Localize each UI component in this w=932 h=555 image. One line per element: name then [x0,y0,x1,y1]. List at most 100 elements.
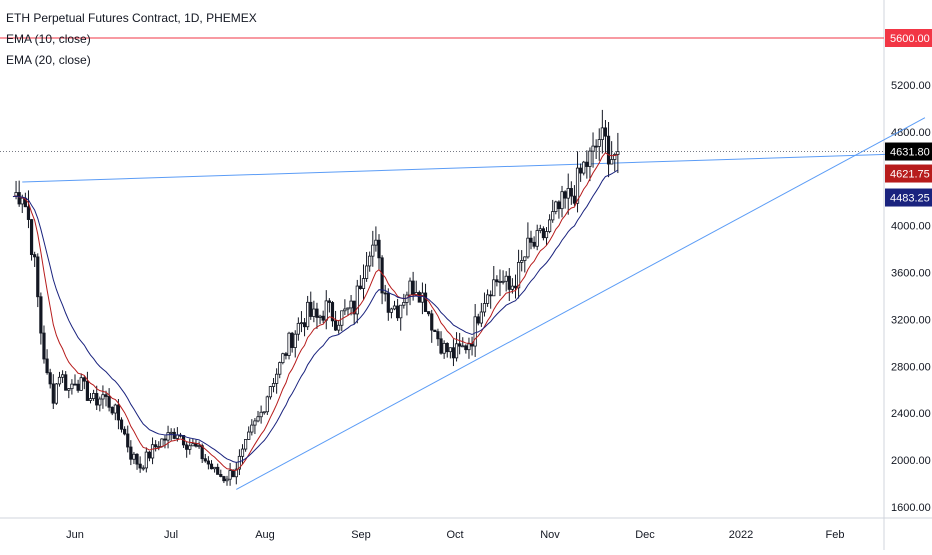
ema20-price-badge-bg[interactable] [885,188,932,207]
candle-body [451,347,456,359]
candle-body [386,292,390,313]
candle-body [98,398,102,406]
y-tick-label: 3600.00 [891,268,931,280]
candle-body [216,466,220,475]
x-tick-label: 2022 [729,529,753,541]
ema10-price-badge-bg[interactable] [885,164,932,183]
candle-body [20,197,24,205]
candle-body [513,285,518,289]
candle-body [417,292,421,303]
candle-body [88,398,93,401]
candle-body [29,219,34,256]
candle-body [343,308,347,312]
x-tick-label: Dec [635,529,655,541]
ema20-price-badge: 4483.25 [890,193,930,205]
candle-body [293,333,297,348]
candle-body [240,448,245,457]
candle-body [582,161,586,174]
candle-body [588,150,592,167]
candle-body [163,438,167,441]
candle-body [45,358,49,374]
ema10-legend[interactable]: EMA (10, close) [6,32,91,46]
candle-body [507,275,511,290]
candle-body [532,241,536,247]
y-tick-label: 2000.00 [891,455,931,467]
trendline-lower[interactable] [236,117,926,490]
candle-body [585,161,589,167]
candle-body [402,302,406,306]
candle-body [197,445,201,448]
candle-body [231,470,235,478]
candle-body [399,304,403,319]
candle-body [225,478,229,482]
candle-body [479,311,483,324]
candle-body [262,411,266,414]
ema10-line[interactable] [12,152,618,471]
candle-body [445,342,449,353]
trendline-upper[interactable] [22,152,925,183]
candle-body [364,265,369,279]
y-tick-label: 4800.00 [891,127,931,139]
candle-body [85,380,90,401]
x-tick-label: Aug [255,529,275,541]
candle-body [473,316,477,347]
candle-body [610,159,614,165]
candle-body [64,374,68,391]
candle-body [191,443,195,447]
candle-body [36,256,40,298]
candle-body [26,206,31,220]
candle-body [219,474,223,477]
candle-body [430,313,434,331]
x-tick-label: Jul [164,529,178,541]
candle-body [569,188,573,197]
ema20-legend[interactable]: EMA (20, close) [6,53,91,67]
candle-body [67,388,71,391]
candle-body [352,300,356,315]
candle-body [374,239,378,246]
candle-body [60,374,65,378]
candle-body [439,338,443,354]
candle-body [135,453,139,465]
candle-body [309,301,313,317]
candle-body [516,261,521,289]
y-tick-label: 5200.00 [891,80,931,92]
chart-legend: ETH Perpetual Futures Contract, 1D, PHEM… [6,8,257,71]
candle-body [144,451,148,469]
candle-body [17,192,21,205]
candle-body [575,167,580,204]
candle-body [396,305,400,319]
candle-body [358,285,362,289]
candle-body [250,424,254,433]
chart-title[interactable]: ETH Perpetual Futures Contract, 1D, PHEM… [6,11,257,25]
candle-body [237,455,242,470]
candle-body [330,302,335,322]
candle-body [160,438,164,447]
candle-body [82,377,86,382]
y-tick-label: 2400.00 [891,408,931,420]
last-price-badge-bg[interactable] [885,142,932,161]
candle-body [616,151,620,155]
y-tick-label: 4000.00 [891,221,931,233]
candle-body [414,292,418,296]
candle-body [318,315,322,318]
candle-body [566,188,570,199]
candle-body [73,383,77,386]
ema20-line[interactable] [12,169,619,463]
candle-body [544,231,549,239]
candle-body [259,411,263,418]
candle-body [321,315,325,321]
candle-body [119,419,124,430]
candle-body [185,444,189,450]
candle-body [150,444,155,459]
horizontal-price-badge-bg[interactable] [885,29,932,47]
candle-body [389,308,394,313]
candle-body [572,195,577,204]
candle-body [526,237,530,258]
candle-body [454,343,459,359]
candle-body [467,343,471,351]
candle-body [234,468,238,478]
candle-body [212,466,217,470]
candle-body [346,307,350,310]
candle-body [538,228,542,231]
